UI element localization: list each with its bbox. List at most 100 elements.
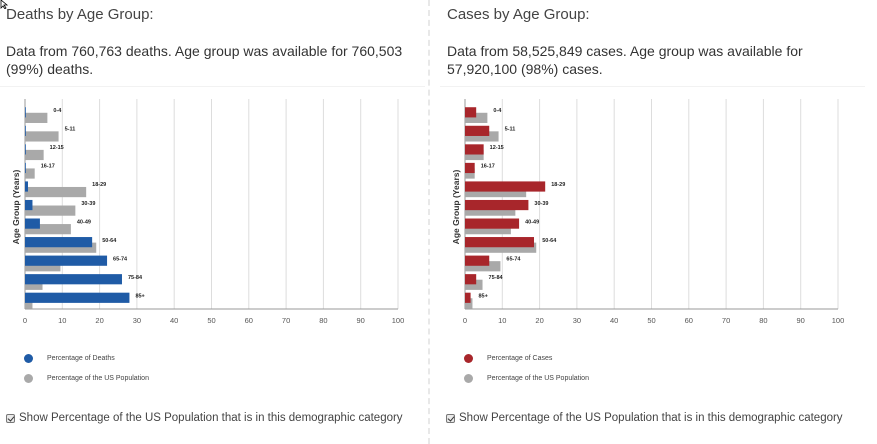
bar-population <box>465 224 511 235</box>
bar-population <box>465 261 501 272</box>
bar-population <box>25 205 76 216</box>
bar-primary <box>465 199 529 211</box>
cases-panel: Cases by Age Group: Data from 58,525,849… <box>440 0 865 444</box>
cursor-arrow-icon <box>0 0 9 9</box>
category-label: 18-29 <box>551 182 565 188</box>
bar-population <box>25 186 87 198</box>
bar-primary <box>25 125 26 136</box>
x-tick-label: 80 <box>759 316 767 325</box>
x-tick-label: 20 <box>535 316 543 325</box>
category-label: 65-74 <box>506 256 521 262</box>
deaths-legend: Percentage of Deaths Percentage of the U… <box>24 348 149 388</box>
bar-population <box>25 224 71 235</box>
x-tick-label: 40 <box>610 316 618 325</box>
bar-population <box>25 261 61 272</box>
cases-legend: Percentage of Cases Percentage of the US… <box>464 348 589 388</box>
category-label: 85+ <box>135 294 144 300</box>
y-axis-label: Age Group (Years) <box>451 170 461 245</box>
legend-item-population[interactable]: Percentage of the US Population <box>24 368 149 388</box>
bar-primary <box>25 255 108 266</box>
deaths-population-toggle[interactable]: Show Percentage of the US Population tha… <box>6 412 403 424</box>
panel-divider <box>428 0 430 444</box>
legend-swatch-population <box>24 373 33 383</box>
legend-label-deaths: Percentage of Deaths <box>47 354 115 362</box>
bar-primary <box>25 162 26 174</box>
x-tick-label: 30 <box>573 316 581 325</box>
x-tick-label: 10 <box>498 316 506 325</box>
bar-population <box>465 205 516 216</box>
category-label: 0-4 <box>493 108 502 114</box>
x-tick-label: 10 <box>58 316 66 325</box>
toggle-label: Show Percentage of the US Population tha… <box>19 412 403 424</box>
bar-population <box>25 131 59 142</box>
bar-primary <box>465 162 475 174</box>
bar-primary <box>25 199 33 211</box>
bar-primary <box>25 292 130 303</box>
x-tick-label: 50 <box>207 316 215 325</box>
bar-primary <box>465 237 535 248</box>
bar-population <box>25 149 44 161</box>
category-label: 50-64 <box>102 238 117 244</box>
cases-chart-area: 0 10 20 30 40 50 60 70 80 90 100 Age Group (Years) 0… <box>440 86 865 336</box>
x-tick-label: 100 <box>832 316 845 325</box>
bar-primary <box>465 274 477 285</box>
category-label: 85+ <box>478 294 487 300</box>
cases-chart: 0 10 20 30 40 50 60 70 80 90 100 Age Group (Years) 0… <box>451 99 845 325</box>
x-tick-label: 60 <box>245 316 253 325</box>
legend-item-cases[interactable]: Percentage of Cases <box>464 348 589 368</box>
bar-population <box>465 112 488 123</box>
toggle-label: Show Percentage of the US Population tha… <box>459 412 843 424</box>
bar-population <box>25 168 35 179</box>
bar-population <box>465 149 484 161</box>
category-label: 16-17 <box>41 164 55 170</box>
x-tick-label: 60 <box>685 316 693 325</box>
x-tick-label: 90 <box>797 316 805 325</box>
population-checkbox[interactable] <box>6 413 15 423</box>
category-label: 75-84 <box>489 275 504 281</box>
bar-primary <box>465 292 471 303</box>
category-label: 40-49 <box>525 219 539 225</box>
bar-population <box>25 298 33 309</box>
x-tick-label: 30 <box>133 316 141 325</box>
category-label: 12-15 <box>50 145 64 151</box>
legend-item-population[interactable]: Percentage of the US Population <box>464 368 589 388</box>
bar-primary <box>25 144 26 155</box>
bar-primary <box>465 255 490 266</box>
cases-title: Cases by Age Group: <box>447 6 590 23</box>
cases-population-toggle[interactable]: Show Percentage of the US Population tha… <box>446 412 843 424</box>
x-tick-label: 40 <box>170 316 178 325</box>
deaths-chart-area: 0 10 20 30 40 50 60 70 80 90 100 Age Group (Years) 0… <box>0 86 425 336</box>
bar-primary <box>465 125 490 136</box>
deaths-panel: Deaths by Age Group: Data from 760,763 d… <box>0 0 425 444</box>
deaths-title: Deaths by Age Group: <box>6 6 154 23</box>
bar-primary <box>25 237 93 248</box>
population-checkbox[interactable] <box>446 413 455 423</box>
bar-primary <box>25 181 28 192</box>
category-label: 30-39 <box>81 201 95 207</box>
category-label: 16-17 <box>481 164 495 170</box>
category-label: 50-64 <box>542 238 557 244</box>
category-label: 18-29 <box>92 182 106 188</box>
category-label: 5-11 <box>505 127 516 133</box>
bar-population <box>465 186 527 198</box>
x-tick-label: 20 <box>95 316 103 325</box>
bar-population <box>25 112 48 123</box>
x-tick-label: 100 <box>392 316 405 325</box>
category-label: 75-84 <box>128 275 143 281</box>
deaths-description: Data from 760,763 deaths. Age group was … <box>6 43 403 77</box>
bar-population <box>25 279 43 290</box>
legend-label-population: Percentage of the US Population <box>47 374 149 382</box>
x-tick-label: 70 <box>722 316 730 325</box>
category-label: 12-15 <box>490 145 504 151</box>
bar-population <box>25 242 97 253</box>
legend-swatch-cases <box>464 353 473 363</box>
bar-primary <box>25 218 40 229</box>
bar-primary <box>25 274 122 285</box>
category-label: 40-49 <box>77 219 91 225</box>
bar-population <box>465 279 483 290</box>
x-tick-label: 70 <box>282 316 290 325</box>
bar-population <box>465 242 537 253</box>
legend-item-deaths[interactable]: Percentage of Deaths <box>24 348 149 368</box>
bar-population <box>465 298 473 309</box>
category-label: 0-4 <box>53 108 62 114</box>
